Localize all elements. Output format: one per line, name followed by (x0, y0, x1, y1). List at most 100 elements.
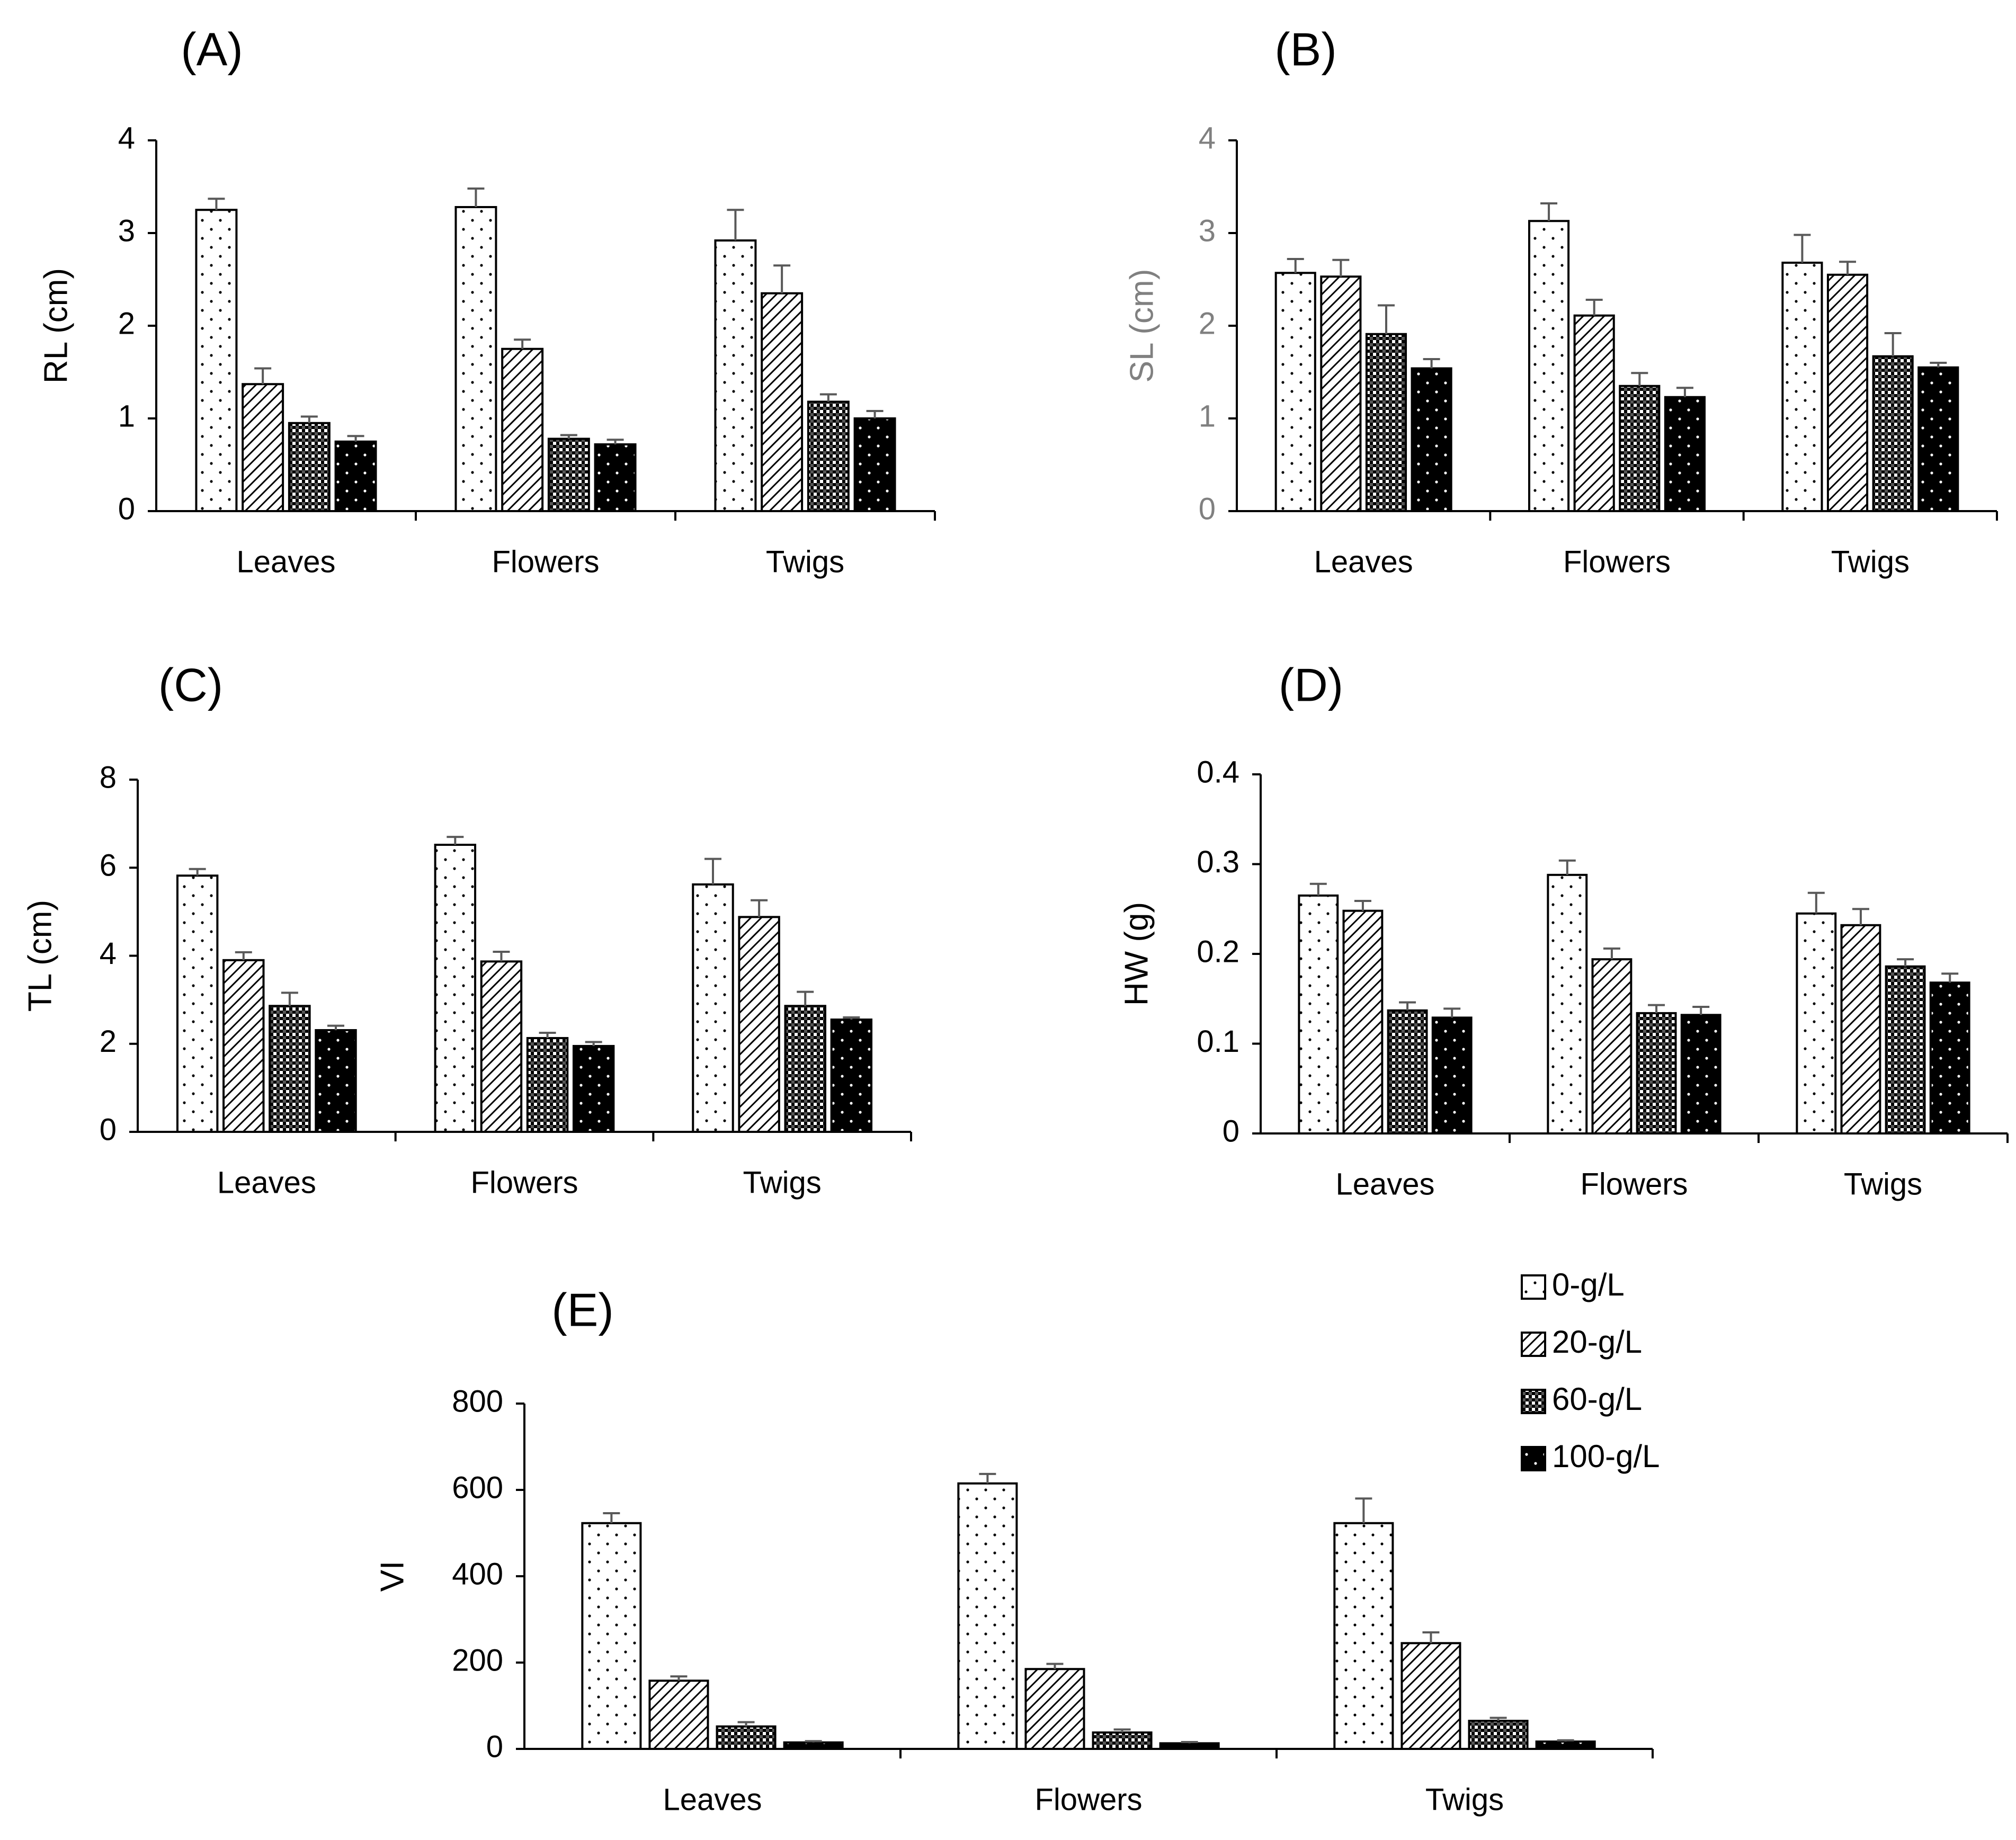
y-tick-label-b-2: 2 (1199, 306, 1216, 341)
x-tick-label-c-1: Flowers (470, 1165, 578, 1200)
y-axis-label-c: TL (cm) (22, 900, 58, 1012)
bar-d-0-1 (1342, 909, 1384, 1135)
bar-a-0-1 (242, 383, 284, 512)
legend-swatch-2 (1521, 1389, 1546, 1414)
y-tick-label-c-1: 2 (100, 1024, 117, 1059)
x-tick-label-e-0: Leaves (663, 1782, 762, 1817)
chart-panel-d: (D) 0 0.1 0.2 0.3 0.4 HW (g) Leaves Flowers Twigs (1118, 658, 2009, 1201)
legend-swatch-3 (1521, 1446, 1546, 1471)
y-tick-label-d-1: 0.1 (1197, 1024, 1239, 1059)
bar-d-1-2 (1636, 1012, 1677, 1135)
y-tick-label-a-4: 4 (118, 121, 135, 155)
bar-e-0-0 (581, 1522, 642, 1750)
y-axis-label-a: RL (cm) (38, 268, 74, 383)
x-tick-label-a-1: Flowers (492, 544, 599, 579)
x-tick-label-b-0: Leaves (1314, 544, 1413, 579)
bar-e-1-1 (1024, 1668, 1085, 1750)
y-tick-label-d-2: 0.2 (1197, 934, 1239, 969)
bar-d-2-3 (1929, 981, 1970, 1135)
y-tick-label-a-3: 3 (118, 213, 135, 248)
y-tick-label-c-4: 8 (100, 760, 117, 794)
legend-swatch-1 (1521, 1332, 1546, 1357)
y-axis-label-b: SL (cm) (1123, 269, 1160, 383)
bar-b-0-0 (1274, 272, 1316, 512)
bar-b-2-2 (1872, 355, 1914, 512)
bar-a-1-2 (547, 437, 590, 512)
panel-title-d: (D) (1279, 658, 1343, 711)
bar-c-2-1 (738, 916, 780, 1133)
bar-e-2-3 (1535, 1740, 1596, 1750)
bar-d-0-2 (1387, 1009, 1428, 1135)
bar-b-1-0 (1528, 220, 1570, 512)
y-tick-label-b-0: 0 (1199, 492, 1216, 526)
y-tick-label-c-3: 6 (100, 848, 117, 883)
bar-a-2-0 (714, 239, 757, 512)
panel-title-a: (A) (181, 23, 243, 75)
y-tick-label-b-1: 1 (1199, 399, 1216, 433)
bar-d-2-2 (1885, 965, 1926, 1135)
bar-c-2-3 (830, 1019, 873, 1133)
legend-label-2: 60-g/L (1552, 1381, 1642, 1417)
bar-e-2-2 (1468, 1720, 1529, 1750)
chart-panel-c: (C) 0 2 4 6 8 TL (cm) Leaves Flowers Twigs (22, 658, 912, 1200)
x-tick-label-e-1: Flowers (1034, 1782, 1142, 1817)
panel-title-e: (E) (551, 1283, 613, 1336)
y-tick-label-e-3: 600 (452, 1470, 503, 1505)
chart-panel-e: (E) 0 200 400 600 800 VI Leaves Flowers Twigs (374, 1283, 1654, 1817)
bar-a-2-1 (761, 292, 804, 512)
bar-e-0-1 (648, 1680, 709, 1750)
bar-a-0-3 (334, 440, 377, 512)
bar-b-2-3 (1917, 366, 1959, 512)
legend-label-3: 100-g/L (1552, 1439, 1660, 1474)
bar-c-0-1 (222, 959, 265, 1133)
panel-title-b: (B) (1274, 23, 1336, 75)
x-tick-label-b-1: Flowers (1563, 544, 1671, 579)
bar-b-0-1 (1320, 275, 1362, 512)
bar-c-1-1 (480, 960, 523, 1133)
bar-e-1-2 (1092, 1731, 1153, 1750)
y-tick-label-c-2: 4 (100, 936, 117, 971)
y-tick-label-a-2: 2 (118, 306, 135, 341)
bar-c-0-0 (176, 874, 219, 1133)
bar-e-1-0 (957, 1482, 1018, 1750)
y-axis-label-d: HW (g) (1118, 902, 1155, 1006)
y-tick-label-e-0: 0 (486, 1729, 503, 1764)
legend: 0-g/L 20-g/L 60-g/L 100-g/L (1521, 1267, 1660, 1474)
bar-b-0-3 (1411, 367, 1452, 512)
y-tick-label-b-3: 3 (1199, 213, 1216, 248)
x-tick-label-c-0: Leaves (217, 1165, 316, 1200)
bar-b-1-2 (1619, 385, 1661, 512)
x-tick-label-d-0: Leaves (1335, 1167, 1434, 1201)
bar-e-2-0 (1333, 1522, 1394, 1750)
bar-c-1-0 (434, 844, 477, 1133)
bar-d-1-0 (1547, 873, 1588, 1135)
bar-b-2-1 (1826, 273, 1869, 512)
y-tick-label-d-3: 0.3 (1197, 845, 1239, 879)
y-tick-label-a-1: 1 (118, 399, 135, 433)
bar-c-0-2 (269, 1005, 311, 1133)
legend-label-1: 20-g/L (1552, 1324, 1642, 1360)
bar-d-2-1 (1840, 924, 1881, 1135)
bar-c-2-0 (692, 883, 734, 1133)
x-tick-label-c-2: Twigs (743, 1165, 822, 1200)
y-tick-label-d-0: 0 (1223, 1114, 1239, 1148)
bar-a-1-0 (454, 206, 497, 512)
bar-b-1-3 (1664, 396, 1706, 512)
bar-d-1-3 (1680, 1014, 1721, 1135)
bar-c-1-3 (572, 1044, 615, 1133)
bar-a-1-1 (501, 347, 544, 512)
chart-panel-a: (A) 0 1 2 3 4 RL (cm) Leaves Flowers Twigs (38, 23, 936, 579)
bar-e-2-1 (1401, 1642, 1461, 1750)
bar-c-1-2 (526, 1037, 569, 1133)
bar-d-2-0 (1796, 912, 1837, 1135)
bar-b-2-0 (1781, 262, 1823, 512)
x-tick-label-e-2: Twigs (1425, 1782, 1504, 1817)
bar-a-0-0 (195, 209, 238, 512)
bar-a-2-2 (807, 400, 850, 512)
y-tick-label-a-0: 0 (118, 492, 135, 526)
bar-b-1-1 (1573, 314, 1615, 512)
x-tick-label-a-0: Leaves (236, 544, 335, 579)
bar-d-0-3 (1431, 1016, 1473, 1135)
bar-a-0-2 (288, 422, 331, 512)
